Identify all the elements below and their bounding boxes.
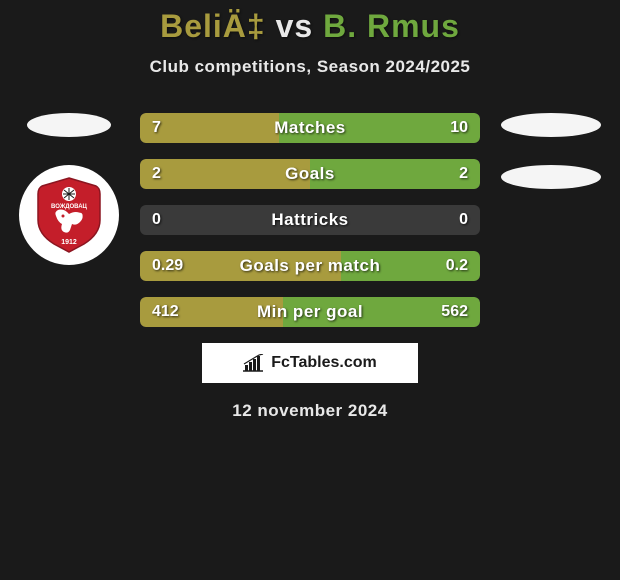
stat-row: 2 Goals 2 <box>140 159 480 189</box>
stat-row: 412 Min per goal 562 <box>140 297 480 327</box>
stat-label: Min per goal <box>257 302 363 322</box>
stat-value-left: 412 <box>152 303 179 321</box>
player2-photo-placeholder <box>501 113 601 137</box>
attribution-box[interactable]: FcTables.com <box>202 343 418 383</box>
stat-label: Hattricks <box>271 210 348 230</box>
svg-text:1912: 1912 <box>61 239 77 246</box>
stat-value-right: 562 <box>441 303 468 321</box>
subtitle: Club competitions, Season 2024/2025 <box>0 57 620 77</box>
stat-row: 0 Hattricks 0 <box>140 205 480 235</box>
stat-value-left: 0 <box>152 211 161 229</box>
player1-name: BeliÄ‡ <box>160 8 266 44</box>
stat-value-right: 0 <box>459 211 468 229</box>
vs-text: vs <box>276 8 314 44</box>
date-text: 12 november 2024 <box>0 401 620 421</box>
player2-name: B. Rmus <box>323 8 460 44</box>
stats-bars: 7 Matches 10 2 Goals 2 0 Hattricks 0 <box>140 113 480 327</box>
comparison-title: BeliÄ‡ vs B. Rmus <box>0 8 620 45</box>
stat-value-right: 10 <box>450 119 468 137</box>
stat-value-left: 0.29 <box>152 257 183 275</box>
stat-label: Goals per match <box>240 256 381 276</box>
stat-value-right: 2 <box>459 165 468 183</box>
stat-value-right: 0.2 <box>446 257 468 275</box>
stat-value-left: 7 <box>152 119 161 137</box>
stat-label: Matches <box>274 118 346 138</box>
stat-row: 7 Matches 10 <box>140 113 480 143</box>
stat-value-left: 2 <box>152 165 161 183</box>
player2-club-logo-placeholder <box>501 165 601 189</box>
chart-icon <box>243 354 265 372</box>
stat-row: 0.29 Goals per match 0.2 <box>140 251 480 281</box>
player1-club-logo: ВОЖДОВАЦ 1912 <box>19 165 119 265</box>
svg-text:ВОЖДОВАЦ: ВОЖДОВАЦ <box>51 204 88 210</box>
stat-bar-right <box>310 159 480 189</box>
attribution-text: FcTables.com <box>271 354 377 372</box>
player1-photo-placeholder <box>27 113 111 137</box>
stat-label: Goals <box>285 164 335 184</box>
